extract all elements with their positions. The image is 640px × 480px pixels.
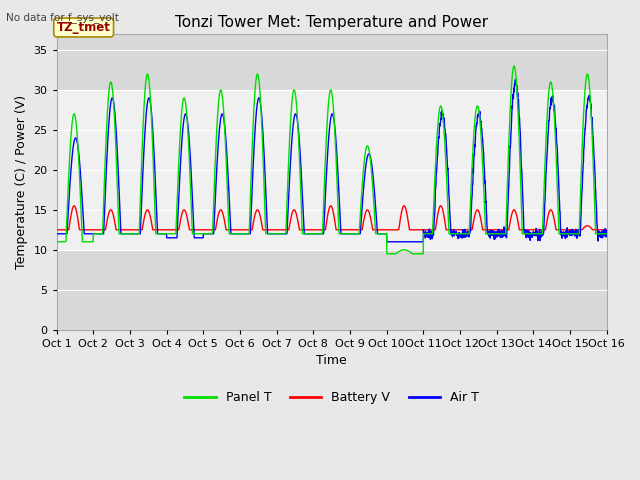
Air T [511,77,519,83]
Air T [492,231,499,237]
Air T [570,231,578,237]
Air T [53,231,61,237]
Panel T [53,239,61,245]
Y-axis label: Temperature (C) / Power (V): Temperature (C) / Power (V) [15,95,28,269]
Panel T [510,63,518,69]
Panel T [383,251,390,257]
Battery V [206,227,214,233]
Panel T [570,231,578,237]
Battery V [53,227,61,233]
Battery V [327,203,335,209]
Battery V [360,218,367,224]
Air T [348,231,355,237]
Legend: Panel T, Battery V, Air T: Panel T, Battery V, Air T [179,386,484,409]
Line: Air T: Air T [57,80,607,242]
Battery V [554,227,562,233]
Line: Battery V: Battery V [57,206,607,230]
Air T [603,228,611,233]
Battery V [348,227,355,233]
Air T [206,231,214,237]
Panel T [360,168,367,173]
Line: Panel T: Panel T [57,66,607,254]
Panel T [206,231,214,237]
Panel T [555,217,563,223]
Text: No data for f_sys_volt: No data for f_sys_volt [6,12,119,23]
Battery V [603,227,611,233]
Text: TZ_tmet: TZ_tmet [57,21,111,34]
X-axis label: Time: Time [316,354,347,367]
Battery V [570,227,577,233]
Battery V [492,227,499,233]
Air T [555,174,563,180]
Title: Tonzi Tower Met: Temperature and Power: Tonzi Tower Met: Temperature and Power [175,15,488,30]
Panel T [603,231,611,237]
Bar [57,90,607,250]
Air T [383,239,390,245]
Panel T [348,231,355,237]
Panel T [492,231,499,237]
Air T [360,188,367,193]
